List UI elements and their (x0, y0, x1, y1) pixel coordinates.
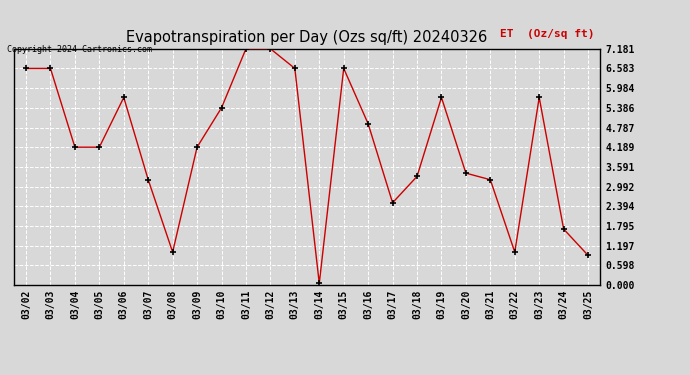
Text: ET  (Oz/sq ft): ET (Oz/sq ft) (500, 29, 594, 39)
Text: Copyright 2024 Cartronics.com: Copyright 2024 Cartronics.com (7, 45, 152, 54)
Title: Evapotranspiration per Day (Ozs sq/ft) 20240326: Evapotranspiration per Day (Ozs sq/ft) 2… (126, 30, 488, 45)
